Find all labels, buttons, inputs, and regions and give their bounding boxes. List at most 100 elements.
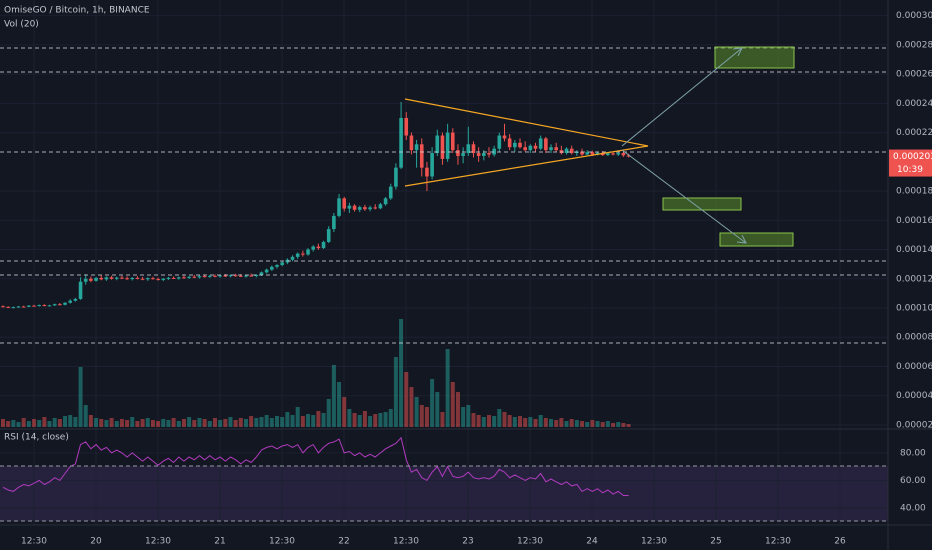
candle-body <box>78 281 83 299</box>
candle-body <box>383 198 388 205</box>
candle-body <box>616 153 621 155</box>
target-box <box>714 46 795 69</box>
volume-bar <box>388 409 393 427</box>
x-tick-label: 21 <box>214 537 225 547</box>
candle-body <box>52 304 57 306</box>
volume-bar <box>109 418 114 427</box>
candle-body <box>1 306 5 308</box>
volume-bar <box>212 418 217 427</box>
candle-body <box>202 276 207 278</box>
volume-bar <box>156 421 161 427</box>
volume-bar <box>306 414 311 427</box>
x-tick-label: 20 <box>90 537 102 547</box>
candle-body <box>171 277 176 279</box>
candle-body <box>482 153 486 156</box>
volume-bar <box>238 418 243 427</box>
candle-body <box>275 265 279 267</box>
volume-bar <box>352 413 357 427</box>
candle-body <box>357 207 362 210</box>
y-tick-label: 0.0000800 <box>896 333 932 343</box>
volume-bar <box>424 407 429 427</box>
target-box <box>662 197 742 211</box>
volume-bar <box>497 409 502 427</box>
candle-body <box>32 305 36 307</box>
volume-bar <box>68 415 73 427</box>
arrow <box>621 149 747 244</box>
candle-body <box>192 276 197 278</box>
y-tick-label: 0.0000600 <box>896 362 932 372</box>
candle-body <box>83 278 88 282</box>
candle-body <box>94 277 98 281</box>
volume-bar <box>223 419 228 427</box>
volume-bar <box>605 421 610 427</box>
candle-body <box>264 269 269 273</box>
y-tick-label: 0.0002200 <box>896 128 932 138</box>
candle-body <box>187 276 191 278</box>
candle-body <box>595 152 600 155</box>
candle-body <box>549 147 553 151</box>
candle-body <box>197 276 202 278</box>
y-tick-label: 0.0000200 <box>896 420 932 430</box>
candle-body <box>332 215 336 230</box>
candle-body <box>414 144 419 151</box>
candle-body <box>528 145 533 151</box>
y-tick-label: 0.0001400 <box>896 245 932 255</box>
rsi-line <box>2 436 629 496</box>
volume-bar <box>94 418 99 427</box>
candle-body <box>244 275 248 277</box>
candle-body <box>564 148 569 154</box>
volume-bar <box>481 417 486 427</box>
volume-bar <box>595 421 600 427</box>
candle-body <box>254 274 259 277</box>
candle-body <box>378 204 383 209</box>
candle-body <box>585 152 590 155</box>
volume-bar <box>430 379 435 427</box>
candle-body <box>569 148 574 154</box>
price-tag-label: 0.0002036 <box>893 152 932 162</box>
candle-body <box>518 142 522 148</box>
candle-body <box>368 207 372 210</box>
candle-body <box>399 117 403 168</box>
candle-body <box>409 135 414 151</box>
candle-body <box>430 153 434 177</box>
candle-body <box>326 229 331 242</box>
candle-body <box>580 151 584 155</box>
price-tag <box>889 149 932 177</box>
volume-bar <box>326 399 331 427</box>
volume-bar <box>362 411 367 427</box>
y-tick-label: 0.0002400 <box>896 99 932 109</box>
volume-bar <box>564 421 569 427</box>
candle-body <box>404 117 409 136</box>
y-tick-label: 0.0001200 <box>896 274 932 284</box>
volume-bar <box>342 397 347 427</box>
candle-body <box>290 256 295 260</box>
candle-body <box>6 306 10 308</box>
volume-bar <box>347 409 352 427</box>
x-tick-label: 23 <box>462 537 473 547</box>
countdown-label: 10:39 <box>897 165 923 175</box>
volume-bar <box>145 418 150 427</box>
volume-bar <box>368 416 373 427</box>
volume-bar <box>373 414 378 427</box>
volume-bar <box>316 411 321 427</box>
candle-body <box>239 275 243 277</box>
candle-body <box>388 186 393 199</box>
candle-body <box>461 153 465 156</box>
candle-body <box>125 278 129 280</box>
volume-bar <box>533 419 538 427</box>
candle-body <box>228 275 233 277</box>
x-tick-label: 24 <box>586 537 598 547</box>
candle-body <box>114 277 119 279</box>
candle-body <box>373 207 378 209</box>
candle-body <box>621 153 626 156</box>
candle-body <box>89 278 93 281</box>
volume-bar <box>435 392 440 427</box>
x-tick-label: 26 <box>834 537 846 547</box>
volume-bar <box>11 420 16 427</box>
volume-bar <box>585 422 590 427</box>
volume-bar <box>528 417 533 427</box>
x-tick-label: 12:30 <box>765 537 791 547</box>
candle-body <box>513 142 517 148</box>
volume-bar <box>161 419 166 427</box>
